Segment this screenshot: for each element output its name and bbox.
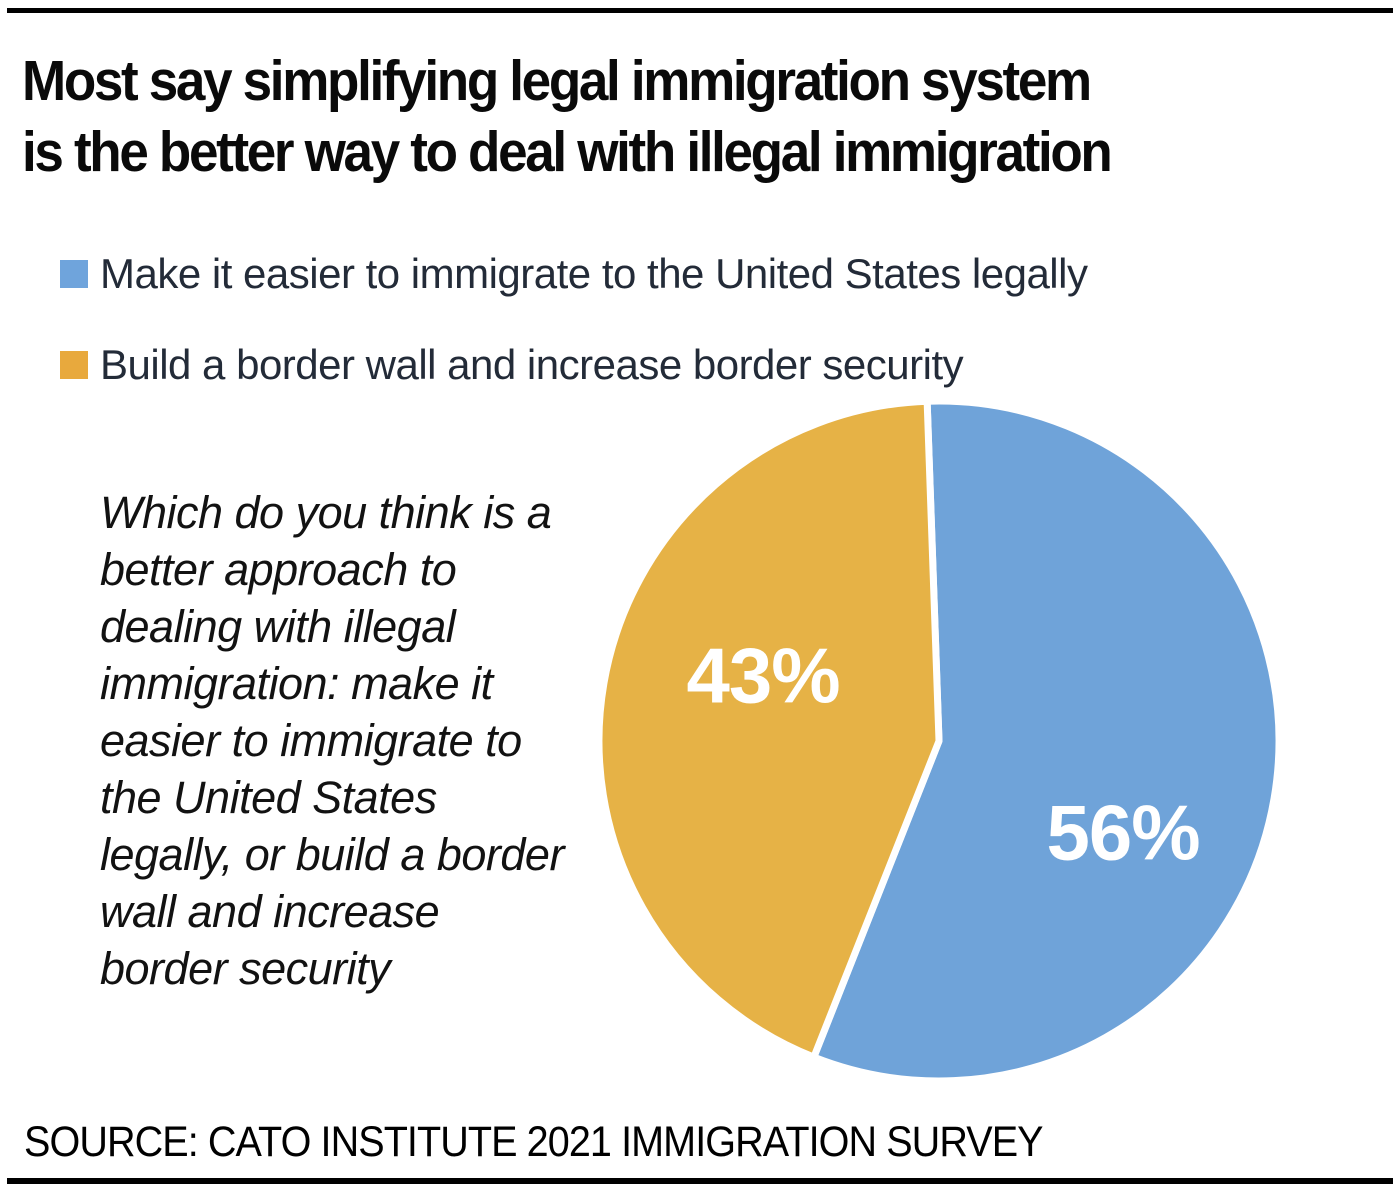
legend-item-border-wall: Build a border wall and increase border …	[60, 337, 1360, 393]
legend-swatch-blue-icon	[60, 260, 88, 288]
pie-chart-svg	[595, 397, 1283, 1085]
pie-data-label-43: 43%	[686, 631, 840, 720]
top-rule	[7, 8, 1393, 13]
legend-item-legal-immigration: Make it easier to immigrate to the Unite…	[60, 246, 1360, 302]
pie-chart	[588, 390, 1290, 1092]
bottom-rule	[7, 1178, 1393, 1184]
legend-label: Make it easier to immigrate to the Unite…	[100, 250, 1088, 297]
chart-title: Most say simplifying legal immigration s…	[22, 46, 1400, 188]
chart-title-line-2: is the better way to deal with illegal i…	[22, 120, 1113, 184]
legend: Make it easier to immigrate to the Unite…	[60, 246, 1360, 428]
legend-swatch-gold-icon	[60, 351, 88, 379]
pie-slice-legal-immigration	[810, 397, 1283, 1085]
pie-data-label-56: 56%	[1046, 788, 1200, 877]
survey-question-text: Which do you think is a better approach …	[100, 487, 564, 994]
chart-title-line-1: Most say simplifying legal immigration s…	[22, 49, 1092, 113]
pie-slice-border-wall	[595, 397, 943, 1061]
source-attribution: SOURCE: CATO INSTITUTE 2021 IMMIGRATION …	[24, 1118, 1044, 1166]
legend-label: Build a border wall and increase border …	[100, 341, 964, 388]
